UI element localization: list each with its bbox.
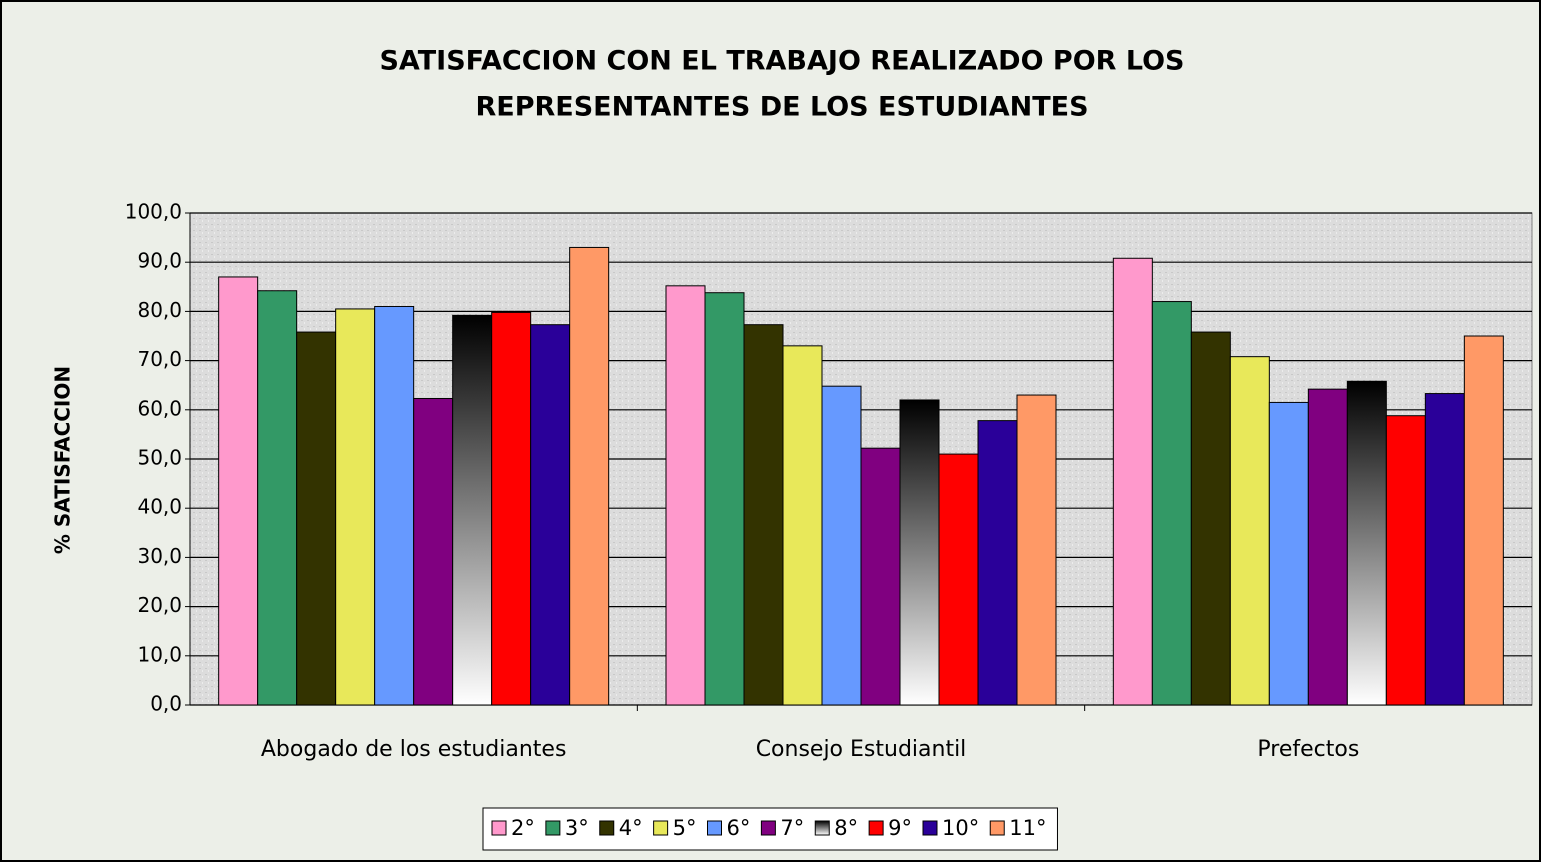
bar — [296, 331, 337, 706]
bar — [530, 324, 571, 706]
bar — [977, 420, 1018, 706]
legend-label: 5° — [673, 816, 697, 840]
bar — [569, 246, 610, 706]
legend-swatch — [814, 820, 830, 836]
bar — [782, 345, 823, 706]
y-tick-label: 40,0 — [137, 495, 182, 519]
y-tick-label: 10,0 — [137, 642, 182, 666]
bar — [1346, 380, 1387, 706]
y-tick-label: 80,0 — [137, 298, 182, 322]
bar — [1385, 415, 1426, 706]
y-tick-label: 90,0 — [137, 249, 182, 273]
bar — [704, 292, 745, 706]
bar — [374, 305, 415, 706]
bar — [491, 311, 532, 706]
bar — [1229, 356, 1270, 706]
legend-label: 11° — [1009, 816, 1046, 840]
x-tick-label: Consejo Estudiantil — [756, 737, 967, 762]
legend-label: 4° — [619, 816, 643, 840]
bar — [1112, 257, 1153, 706]
bar — [1190, 331, 1231, 706]
legend-swatch — [922, 820, 938, 836]
bar — [1151, 301, 1192, 706]
legend-swatch — [989, 820, 1005, 836]
bar — [1307, 388, 1348, 706]
legend-label: 9° — [888, 816, 912, 840]
legend-swatch — [868, 820, 884, 836]
y-tick-label: 60,0 — [137, 396, 182, 420]
bar — [257, 290, 298, 706]
legend-swatch — [491, 820, 507, 836]
bar — [821, 385, 862, 706]
y-tick-label: 0,0 — [150, 692, 182, 716]
bar — [938, 453, 979, 706]
legend-label: 2° — [511, 816, 535, 840]
legend-label: 8° — [834, 816, 858, 840]
legend-label: 6° — [727, 816, 751, 840]
bar — [1268, 401, 1309, 706]
legend-label: 7° — [780, 816, 804, 840]
bar — [452, 314, 493, 706]
bar — [335, 308, 376, 706]
bar — [1424, 393, 1465, 706]
bar — [1463, 335, 1504, 706]
bar — [665, 285, 706, 706]
legend-swatch — [545, 820, 561, 836]
y-tick-label: 30,0 — [137, 544, 182, 568]
legend-swatch — [599, 820, 615, 836]
legend-label: 3° — [565, 816, 589, 840]
y-tick-label: 20,0 — [137, 593, 182, 617]
bar — [860, 447, 901, 706]
y-tick-label: 70,0 — [137, 347, 182, 371]
x-tick-label: Abogado de los estudiantes — [261, 737, 567, 762]
x-tick-label: Prefectos — [1257, 737, 1359, 762]
y-axis-label: % SATISFACCION — [51, 366, 75, 554]
chart-title: SATISFACCION CON EL TRABAJO REALIZADO PO… — [379, 46, 1184, 77]
legend-label: 10° — [942, 816, 979, 840]
bar — [413, 397, 454, 706]
bar — [218, 276, 259, 706]
bar — [743, 324, 784, 706]
legend-swatch — [653, 820, 669, 836]
legend-swatch — [760, 820, 776, 836]
legend-swatch — [707, 820, 722, 836]
y-tick-label: 100,0 — [125, 200, 182, 224]
chart-title: REPRESENTANTES DE LOS ESTUDIANTES — [475, 92, 1088, 123]
bar — [899, 399, 940, 706]
bar — [1016, 394, 1057, 706]
y-tick-label: 50,0 — [137, 446, 182, 470]
